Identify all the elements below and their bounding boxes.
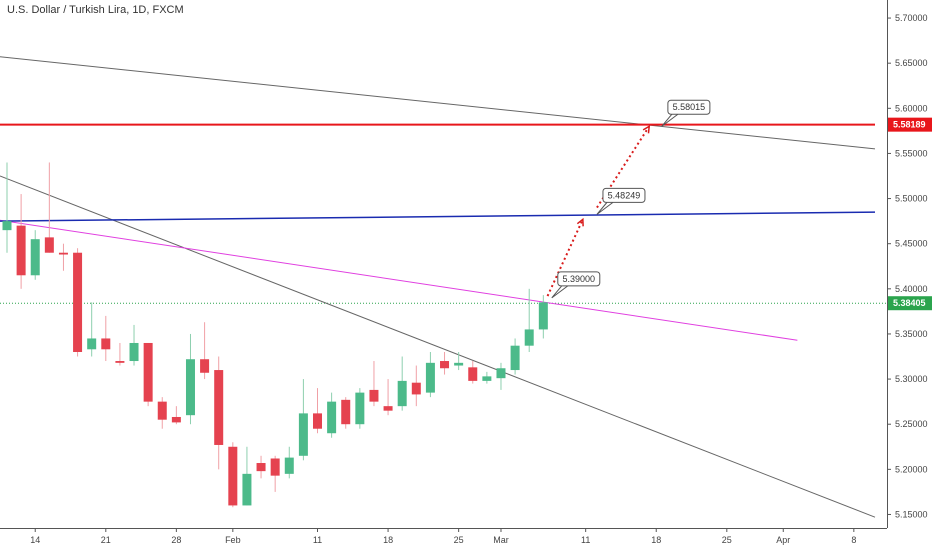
x-tick-label-3: Feb: [225, 535, 241, 545]
candle-body-32: [454, 362, 464, 366]
projection-arrow-1: [642, 124, 651, 134]
descending-gray-top: [0, 56, 876, 150]
candles: [2, 162, 548, 508]
candle-body-10: [143, 342, 153, 402]
candle-body-22: [313, 413, 323, 429]
candle-body-27: [383, 406, 393, 411]
candle-body-30: [425, 362, 435, 393]
candle-body-34: [482, 376, 492, 381]
callout-pointer-0: [551, 285, 569, 299]
x-tick-label-12: 8: [851, 535, 856, 545]
callout-box-0: [557, 271, 601, 287]
candle-body-2: [30, 239, 40, 276]
candle-body-26: [369, 389, 379, 402]
price-badge-label-0: 5.58189: [893, 120, 926, 130]
candle-body-25: [355, 392, 365, 425]
candle-body-12: [171, 416, 181, 423]
candle-body-38: [538, 302, 548, 330]
drawn-lines: [0, 56, 887, 531]
x-tick-label-5: 18: [383, 535, 393, 545]
callout-pointer-1: [596, 201, 614, 215]
x-tick-label-11: Apr: [776, 535, 790, 545]
y-tick-label-11: 5.15000: [895, 509, 928, 519]
y-axis-panel: [887, 0, 932, 550]
candle-body-9: [129, 342, 139, 362]
callout-label-0: 5.39000: [563, 274, 596, 284]
descending-gray-bottom: [0, 175, 876, 518]
projection-path: [546, 124, 651, 297]
x-tick-label-2: 28: [171, 535, 181, 545]
callout-label-2: 5.58015: [673, 102, 706, 112]
y-tick-label-9: 5.25000: [895, 419, 928, 429]
candle-body-31: [440, 361, 450, 369]
chart-title: U.S. Dollar / Turkish Lira, 1D, FXCM: [7, 4, 184, 16]
candle-body-35: [496, 368, 506, 379]
blue-horizontal: [0, 211, 876, 222]
projection-segment-0: [546, 218, 584, 297]
candle-body-36: [510, 345, 520, 371]
candle-body-23: [327, 401, 337, 434]
callout-box-1: [602, 187, 646, 203]
x-tick-label-7: Mar: [493, 535, 509, 545]
candle-body-16: [228, 446, 238, 506]
y-tick-label-2: 5.60000: [895, 103, 928, 113]
y-tick-label-5: 5.45000: [895, 239, 928, 249]
candle-body-14: [200, 359, 210, 373]
candle-body-18: [256, 463, 266, 472]
y-tick-label-7: 5.35000: [895, 329, 928, 339]
candle-body-24: [341, 399, 351, 425]
x-axis-panel: [0, 528, 932, 550]
candle-body-37: [524, 329, 534, 346]
callout-box-2: [667, 99, 711, 115]
x-tick-label-9: 18: [651, 535, 661, 545]
candle-body-5: [73, 252, 83, 352]
candle-body-0: [2, 221, 12, 231]
y-tick-label-10: 5.20000: [895, 464, 928, 474]
x-tick-label-8: 11: [581, 535, 590, 545]
price-badge-1: [888, 296, 932, 311]
y-tick-label-4: 5.50000: [895, 194, 928, 204]
price-badge-label-1: 5.38405: [893, 298, 926, 308]
y-tick-label-0: 5.70000: [895, 13, 928, 23]
candle-body-1: [16, 225, 26, 276]
price-callouts: 5.39000 5.48249 5.58015: [551, 99, 711, 299]
candle-body-6: [87, 338, 97, 350]
x-tick-label-4: 11: [313, 535, 322, 545]
x-tick-label-0: 14: [30, 535, 40, 545]
y-tick-label-6: 5.40000: [895, 284, 928, 294]
x-tick-label-6: 25: [454, 535, 464, 545]
candle-body-29: [411, 382, 421, 395]
y-tick-label-3: 5.55000: [895, 148, 928, 158]
price-badge-0: [888, 117, 932, 132]
callout-label-1: 5.48249: [608, 190, 641, 200]
candle-body-28: [397, 380, 407, 407]
candle-body-15: [214, 370, 224, 445]
candle-body-13: [185, 359, 195, 416]
candle-body-20: [284, 457, 294, 474]
candle-body-11: [157, 401, 167, 420]
candle-body-4: [58, 252, 68, 255]
x-tick-label-1: 21: [101, 535, 111, 545]
projection-arrow-0: [576, 217, 584, 227]
candle-body-8: [115, 361, 125, 363]
candle-body-3: [44, 237, 54, 253]
candle-body-33: [468, 367, 478, 381]
candle-body-17: [242, 473, 252, 506]
candle-body-21: [298, 413, 308, 456]
x-tick-label-10: 25: [722, 535, 732, 545]
candle-body-7: [101, 338, 111, 350]
magenta-trendline: [0, 219, 798, 341]
y-tick-label-8: 5.30000: [895, 374, 928, 384]
candle-body-19: [270, 458, 280, 476]
y-tick-label-1: 5.65000: [895, 58, 928, 68]
callout-pointer-2: [661, 113, 679, 127]
